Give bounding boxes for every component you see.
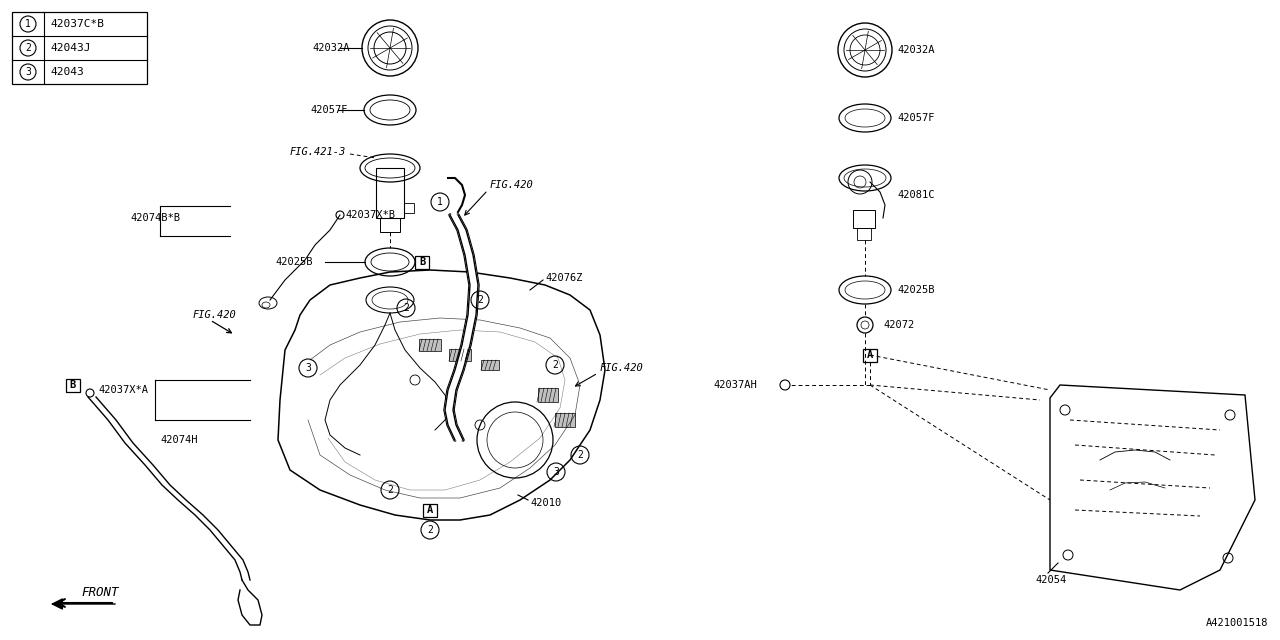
Text: 42057F: 42057F <box>897 113 934 123</box>
Bar <box>376 168 404 218</box>
Text: A: A <box>867 350 873 360</box>
Text: 42037X*B: 42037X*B <box>346 210 396 220</box>
Text: A: A <box>426 505 433 515</box>
Text: 42032A: 42032A <box>897 45 934 55</box>
Text: 1: 1 <box>26 19 31 29</box>
Text: 42043: 42043 <box>50 67 83 77</box>
Text: 42037AH: 42037AH <box>713 380 756 390</box>
Bar <box>404 203 413 213</box>
Bar <box>863 349 877 362</box>
Text: 42076Z: 42076Z <box>545 273 582 283</box>
Text: 2: 2 <box>403 303 408 313</box>
Text: B: B <box>70 380 76 390</box>
Text: 3: 3 <box>26 67 31 77</box>
Polygon shape <box>445 215 477 440</box>
Bar <box>67 378 79 392</box>
Text: 2: 2 <box>26 43 31 53</box>
Text: FIG.421-3: FIG.421-3 <box>291 147 347 157</box>
Text: 42074H: 42074H <box>160 435 197 445</box>
Text: 42043J: 42043J <box>50 43 91 53</box>
Text: B: B <box>419 257 425 267</box>
Text: 42025B: 42025B <box>275 257 312 267</box>
Text: A421001518: A421001518 <box>1206 618 1268 628</box>
Bar <box>556 413 575 427</box>
Text: 2: 2 <box>477 295 483 305</box>
Bar <box>852 210 876 228</box>
Text: 42037C*B: 42037C*B <box>50 19 104 29</box>
Text: 42074B*B: 42074B*B <box>131 213 180 223</box>
Text: FIG.420: FIG.420 <box>490 180 534 190</box>
Text: 42010: 42010 <box>530 498 561 508</box>
Text: 3: 3 <box>553 467 559 477</box>
Bar <box>538 388 558 402</box>
Text: 42057F: 42057F <box>310 105 347 115</box>
Text: 42037X*A: 42037X*A <box>99 385 148 395</box>
Text: 2: 2 <box>577 450 582 460</box>
Bar <box>449 349 471 361</box>
Bar <box>481 360 499 370</box>
Bar <box>415 255 429 269</box>
Text: FRONT: FRONT <box>81 586 119 598</box>
Text: 42025B: 42025B <box>897 285 934 295</box>
Text: 42032A: 42032A <box>312 43 349 53</box>
Bar <box>858 228 870 240</box>
Text: 2: 2 <box>387 485 393 495</box>
Bar <box>422 504 436 516</box>
Text: 42054: 42054 <box>1036 575 1066 585</box>
Text: 2: 2 <box>552 360 558 370</box>
Text: 1: 1 <box>436 197 443 207</box>
Bar <box>419 339 442 351</box>
Bar <box>380 218 399 232</box>
Text: FIG.420: FIG.420 <box>600 363 644 373</box>
Text: 2: 2 <box>428 525 433 535</box>
Text: 3: 3 <box>305 363 311 373</box>
Text: 42081C: 42081C <box>897 190 934 200</box>
Bar <box>12 12 147 84</box>
Text: FIG.420: FIG.420 <box>193 310 237 320</box>
Text: 42072: 42072 <box>883 320 914 330</box>
